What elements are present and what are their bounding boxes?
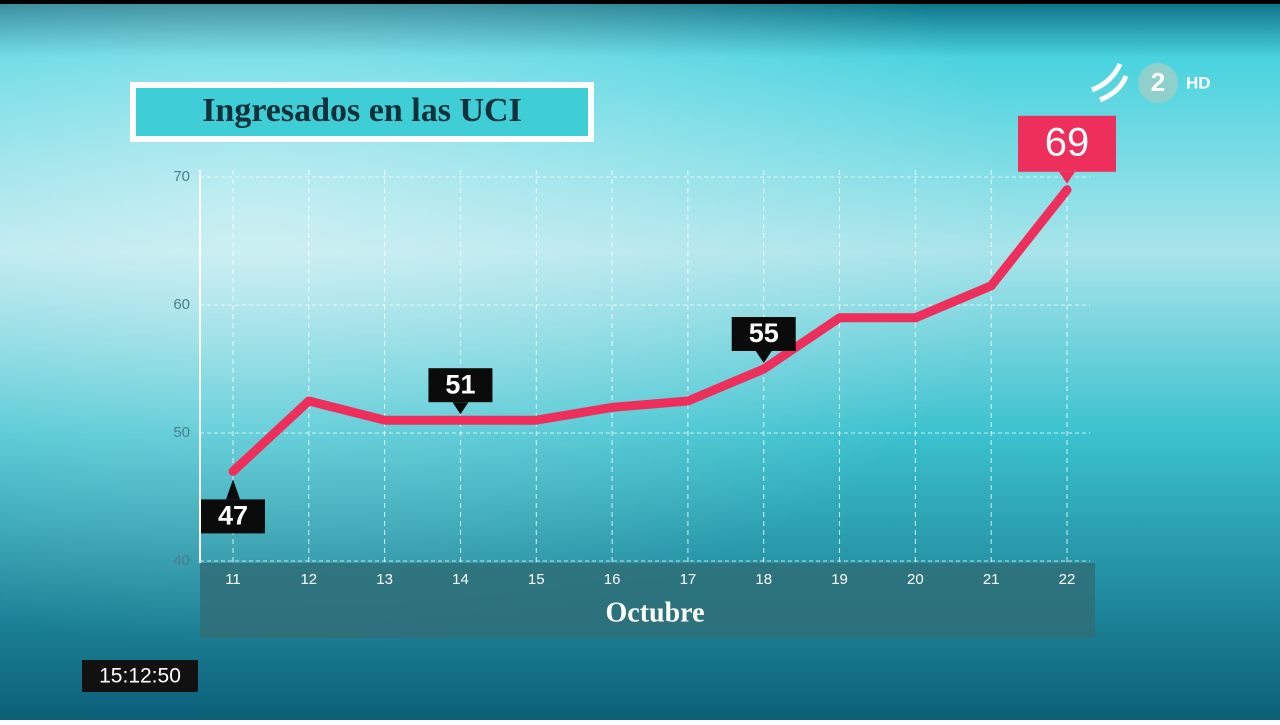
value-label-pointer <box>452 402 469 415</box>
x-tick-label: 14 <box>452 571 469 588</box>
value-label: 55 <box>749 318 779 348</box>
title-box <box>136 88 588 136</box>
value-label-pointer <box>1059 171 1075 184</box>
value-label-pointer <box>755 351 772 363</box>
y-tick-label: 60 <box>173 296 190 313</box>
x-tick-label: 16 <box>604 571 621 588</box>
value-label-pointer <box>226 479 240 500</box>
value-label: 51 <box>445 369 475 399</box>
clock-box <box>82 660 198 692</box>
top-bar <box>0 0 1280 4</box>
chart-title: Ingresados en las UCI <box>202 92 522 129</box>
clock: 15:12:50 <box>99 665 181 688</box>
x-axis-label: Octubre <box>605 597 704 628</box>
value-label: 47 <box>218 501 248 531</box>
x-tick-label: 12 <box>300 571 317 588</box>
x-tick-label: 20 <box>907 571 924 588</box>
x-tick-label: 11 <box>225 571 241 588</box>
channel-number: 2 <box>1151 67 1165 97</box>
x-tick-label: 22 <box>1059 571 1076 588</box>
channel-quality: HD <box>1186 73 1211 92</box>
value-label-box <box>731 317 796 351</box>
x-tick-label: 13 <box>376 571 393 588</box>
value-label: 69 <box>1045 120 1090 164</box>
y-tick-label: 50 <box>173 424 190 441</box>
x-tick-label: 18 <box>755 571 772 588</box>
value-label-box <box>428 368 493 403</box>
x-tick-label: 17 <box>680 571 697 588</box>
logo-mark <box>1091 62 1129 103</box>
value-label-box <box>1018 115 1116 172</box>
x-tick-label: 21 <box>983 571 1000 588</box>
channel-logo: 2 HD <box>1091 62 1211 103</box>
x-tick-label: 19 <box>831 571 848 588</box>
data-line <box>228 185 1072 476</box>
logo-circle <box>1138 63 1178 103</box>
y-tick-label: 40 <box>173 552 190 569</box>
x-tick-label: 15 <box>528 571 545 588</box>
x-axis-band <box>200 563 1095 638</box>
value-label-box <box>201 499 265 534</box>
y-tick-label: 70 <box>173 168 190 185</box>
